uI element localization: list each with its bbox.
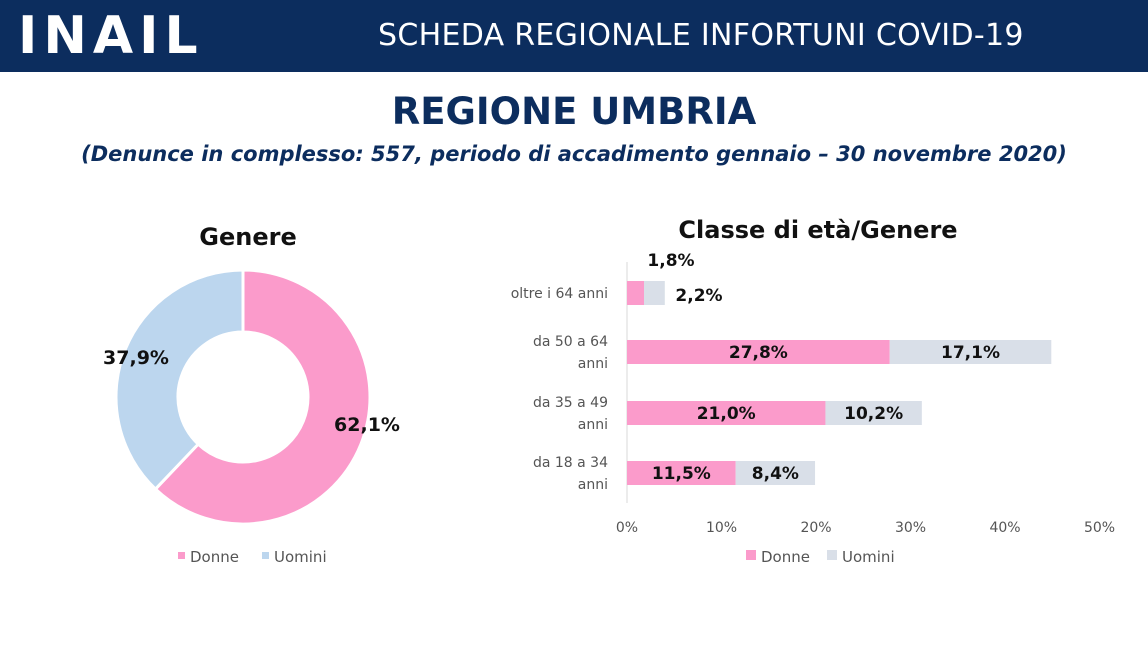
x-tick-label: 50% [1084, 520, 1115, 536]
x-tick-label: 10% [706, 520, 737, 536]
x-tick-label: 20% [800, 520, 831, 536]
bar-chart-title: Classe di età/Genere [678, 216, 957, 244]
pie-slice-donne [153, 268, 372, 526]
header-bar: INAIL SCHEDA REGIONALE INFORTUNI COVID-1… [0, 0, 1148, 72]
bar-data-label: 1,8% [647, 251, 694, 271]
bar-data-label: 8,4% [752, 464, 799, 484]
category-label: da 35 a 49 anni [533, 395, 608, 433]
bar-donne [627, 281, 645, 305]
category-label: da 50 a 64 anni [533, 334, 608, 372]
inail-logo: INAIL [18, 6, 204, 66]
report-subtitle: (Denunce in complesso: 557, periodo di a… [81, 142, 1067, 166]
legend-label: Donne [190, 548, 239, 566]
bar-uomini [644, 281, 665, 305]
pie-slice-uomini [114, 268, 245, 492]
bar-uomini [825, 401, 922, 425]
legend-swatch-uomini [262, 552, 269, 559]
bar-donne [627, 461, 736, 485]
bar-data-label: 17,1% [941, 343, 1000, 363]
bar-data-label: 21,0% [697, 404, 756, 424]
x-tick-label: 30% [895, 520, 926, 536]
category-label: oltre i 64 anni [511, 286, 608, 302]
bar-donne [627, 340, 890, 364]
legend-label: Donne [761, 548, 810, 566]
bar-data-label: 2,2% [675, 286, 722, 306]
category-label: da 18 a 34 anni [533, 455, 608, 493]
x-tick-label: 0% [616, 520, 638, 536]
header-title: SCHEDA REGIONALE INFORTUNI COVID-19 [378, 18, 1024, 53]
legend-label: Uomini [842, 548, 895, 566]
legend-swatch-donne [178, 552, 185, 559]
bar-uomini [735, 461, 816, 485]
pie-data-label: 62,1% [334, 414, 400, 436]
bar-data-label: 27,8% [729, 343, 788, 363]
legend-label: Uomini [274, 548, 327, 566]
legend-swatch-uomini [827, 550, 837, 560]
bar-data-label: 10,2% [844, 404, 903, 424]
bar-data-label: 11,5% [652, 464, 711, 484]
pie-chart-title: Genere [199, 223, 296, 251]
region-title: REGIONE UMBRIA [391, 90, 757, 133]
pie-data-label: 37,9% [103, 347, 169, 369]
x-tick-label: 40% [989, 520, 1020, 536]
bar-uomini [889, 340, 1052, 364]
bar-donne [627, 401, 826, 425]
legend-swatch-donne [746, 550, 756, 560]
